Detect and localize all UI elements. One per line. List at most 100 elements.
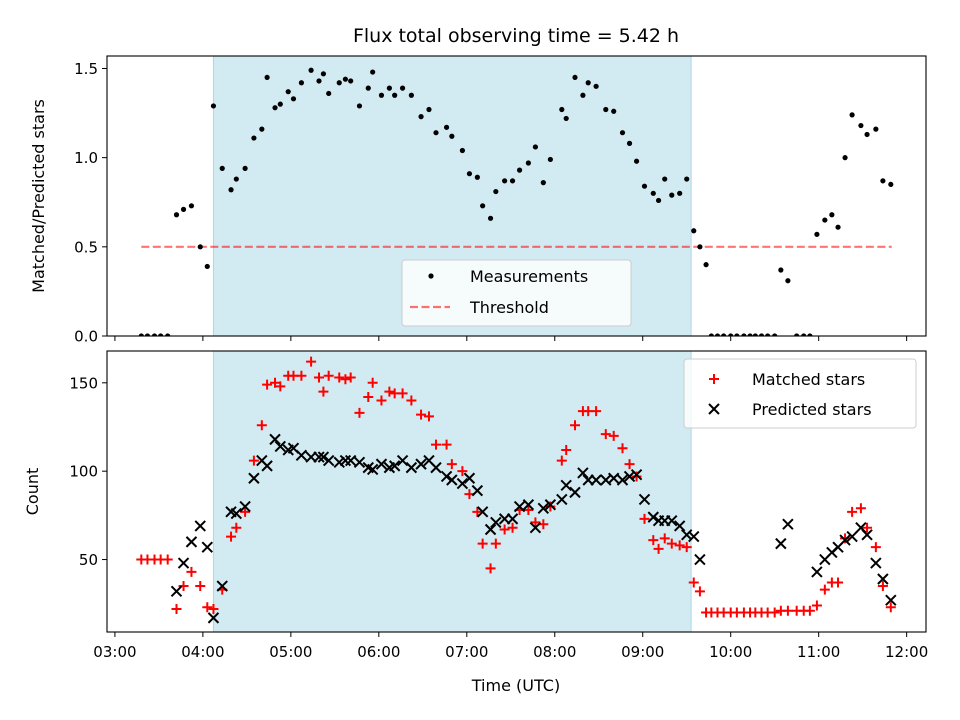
x-tick-label: 11:00: [797, 643, 840, 661]
matched-point: [617, 443, 628, 454]
matched-point: [406, 395, 417, 406]
measurement-point: [835, 224, 841, 230]
predicted-point: [811, 566, 823, 578]
measurement-point: [747, 333, 753, 336]
matched-point: [446, 459, 457, 470]
predicted-point: [544, 499, 557, 511]
y-tick-label: 100: [69, 463, 98, 481]
matched-point: [545, 501, 556, 512]
measurement-point: [370, 69, 376, 75]
matched-point: [256, 420, 267, 431]
measurement-point: [290, 96, 297, 102]
predicted-point: [440, 470, 453, 483]
measurement-point: [842, 155, 848, 161]
measurement-point: [888, 181, 894, 188]
matched-point: [507, 522, 518, 533]
x-tick-label: 04:00: [181, 643, 224, 661]
matched-point: [688, 577, 699, 588]
predicted-point: [506, 513, 519, 525]
predicted-point: [313, 451, 325, 463]
measurement-point: [655, 197, 662, 204]
measurement-point: [703, 262, 709, 268]
measurement-point: [348, 78, 354, 84]
measurement-point: [593, 83, 599, 89]
measurement-point: [650, 190, 656, 196]
measurement-point: [487, 215, 494, 221]
matched-point: [840, 533, 851, 544]
predicted-point: [885, 594, 897, 606]
matched-point: [870, 542, 881, 553]
measurement-point: [814, 231, 820, 237]
matched-point: [833, 577, 844, 588]
x-tick-label: 12:00: [885, 643, 928, 661]
measurement-point: [272, 105, 278, 111]
legend-measurement-marker: [428, 273, 434, 279]
matched-point: [855, 503, 866, 514]
predicted-point: [170, 585, 183, 598]
predicted-point: [877, 573, 889, 585]
matched-point: [804, 605, 815, 616]
measurement-point: [342, 76, 348, 82]
measurement-point: [626, 140, 633, 146]
predicted-point: [248, 472, 260, 484]
x-tick-label: 07:00: [445, 643, 488, 661]
predicted-point: [513, 500, 526, 513]
predicted-point: [194, 520, 206, 532]
legend-measurements-label: Measurements: [470, 267, 588, 286]
series-predicted-stars: [170, 433, 897, 624]
y-tick-label: 1.0: [74, 149, 98, 167]
matched-point: [397, 388, 408, 399]
legend-box: [683, 358, 917, 429]
predicted-point: [230, 507, 243, 520]
legend-matched-marker: [709, 374, 719, 384]
measurement-point: [443, 124, 450, 130]
matched-point: [340, 374, 351, 385]
matched-point: [490, 538, 501, 549]
measurement-point: [509, 178, 516, 184]
measurement-point: [426, 106, 432, 113]
measurement-point: [188, 203, 195, 209]
measurement-point: [585, 80, 591, 86]
matched-point: [666, 538, 677, 549]
predicted-point: [415, 458, 427, 470]
measurement-point: [493, 188, 499, 195]
matched-point: [523, 505, 534, 516]
measurement-point: [474, 174, 480, 180]
matched-point: [769, 607, 780, 618]
measurement-point: [559, 106, 565, 113]
matched-point: [631, 471, 642, 482]
measurement-point: [433, 130, 439, 136]
top-panel: 0.0 0.5 1.0 1.5 Matched/Predicted stars Measu…: [29, 55, 927, 346]
matched-point: [885, 602, 896, 613]
matched-point: [323, 370, 334, 381]
predicted-point: [295, 449, 308, 461]
predicted-point: [839, 534, 851, 546]
predicted-point: [446, 474, 458, 486]
measurement-point: [765, 333, 771, 336]
predicted-point: [537, 502, 550, 514]
predicted-point: [560, 479, 572, 492]
matched-point: [811, 600, 822, 611]
matched-point: [296, 370, 307, 381]
matched-point: [648, 535, 659, 546]
measurement-point: [728, 333, 734, 336]
predicted-point: [694, 553, 706, 566]
matched-point: [556, 455, 567, 466]
matched-point: [472, 506, 483, 517]
predicted-point: [775, 537, 787, 550]
predicted-point: [322, 454, 335, 467]
measurement-point: [219, 165, 225, 171]
predicted-point: [388, 460, 401, 472]
x-tick-label: 08:00: [533, 643, 576, 661]
x-axis-label: Time (UTC): [471, 676, 560, 695]
y-axis-label: Count: [23, 468, 42, 516]
matched-point: [674, 540, 685, 551]
predicted-point: [430, 461, 442, 474]
matched-point: [178, 581, 189, 592]
measurement-point: [151, 333, 158, 336]
series-matched-stars: [136, 356, 896, 618]
predicted-point: [274, 440, 287, 453]
predicted-point: [607, 472, 620, 484]
matched-point: [423, 411, 434, 422]
measurement-point: [864, 131, 870, 138]
